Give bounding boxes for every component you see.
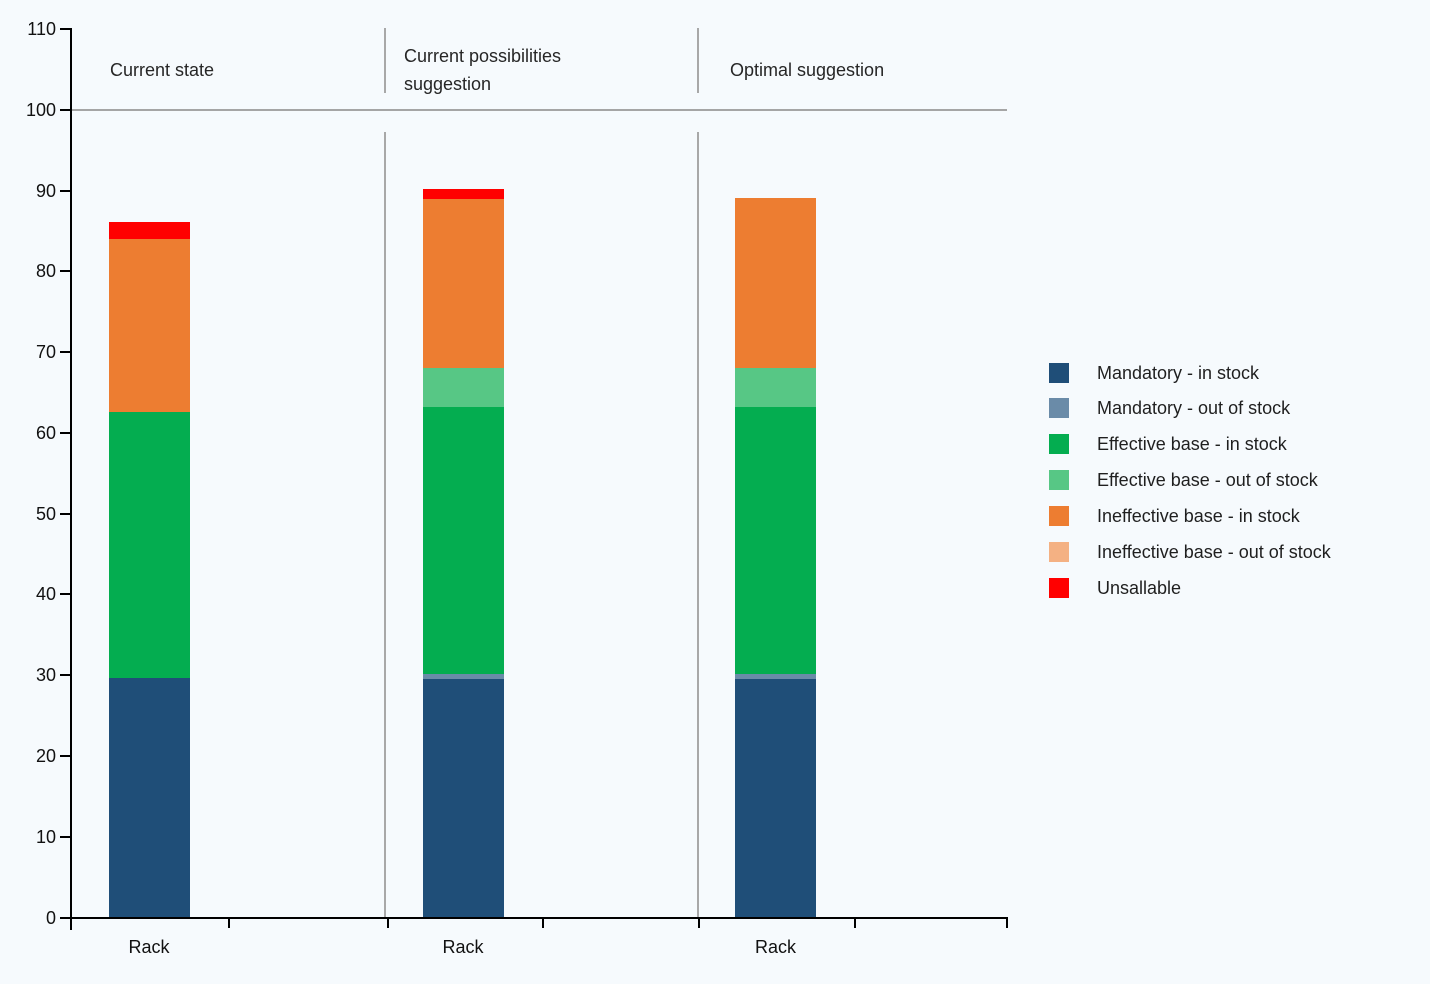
y-axis-tick	[60, 270, 70, 273]
bar-segment	[735, 679, 816, 918]
legend-label: Mandatory - out of stock	[1097, 398, 1291, 419]
legend-swatch	[1049, 470, 1069, 491]
bar-segment	[422, 679, 504, 918]
y-axis-tick-label: 40	[35, 584, 56, 605]
y-axis-tick	[60, 916, 70, 919]
y-axis-tick	[60, 351, 70, 354]
y-axis-tick-label: 100	[25, 99, 56, 120]
x-axis-tick	[387, 918, 389, 928]
x-axis-tick	[854, 918, 856, 928]
panel-divider	[383, 131, 386, 917]
panel-divider	[697, 28, 699, 93]
y-axis-tick	[60, 593, 70, 596]
legend-label: Ineffective base - in stock	[1097, 506, 1300, 527]
panel-title: Current possibilities suggestion	[404, 46, 562, 94]
y-axis-tick-label: 70	[35, 342, 56, 363]
reference-line-100	[69, 108, 1007, 111]
plot-area: 0 10 20 30 40 50 60 70 80 90 100 110 Current state Cu…	[25, 19, 1008, 957]
y-axis-tick-label: 60	[35, 422, 56, 443]
bar-segment	[422, 188, 504, 199]
x-axis-tick	[228, 918, 230, 928]
y-axis-tick	[60, 28, 70, 30]
bar-segment	[735, 407, 816, 675]
legend-label: Effective base - out of stock	[1097, 470, 1318, 491]
bar-segment	[735, 674, 816, 680]
legend-swatch	[1049, 362, 1069, 383]
legend-swatch	[1049, 506, 1069, 527]
bar-segment	[735, 368, 816, 407]
legend-swatch	[1049, 398, 1069, 419]
y-axis-tick-label: 90	[35, 180, 56, 201]
bar-segment	[422, 407, 504, 675]
x-category-label: Rack	[442, 937, 484, 957]
y-axis-tick	[60, 189, 70, 192]
y-axis-tick	[60, 512, 70, 515]
bar-segment	[422, 198, 504, 369]
bar-segment	[108, 678, 190, 918]
legend-label: Mandatory - in stock	[1097, 362, 1260, 383]
panel-divider	[383, 28, 386, 93]
y-axis-tick-label: 50	[35, 503, 56, 524]
y-axis-tick	[60, 674, 70, 677]
bar-segment	[735, 197, 816, 369]
legend-swatch	[1049, 434, 1069, 455]
legend-swatch	[1049, 542, 1069, 562]
y-axis-tick-label: 80	[35, 261, 56, 282]
bar-segment	[108, 239, 190, 412]
legend-label: Effective base - in stock	[1097, 434, 1287, 455]
legend: Mandatory - in stock Mandatory - out of s…	[1030, 350, 1430, 630]
panel-divider	[697, 131, 699, 917]
x-axis-tick	[542, 918, 544, 928]
panel-title: Optimal suggestion	[730, 60, 885, 80]
y-axis-tick	[60, 754, 70, 757]
y-axis-tick-label: 10	[35, 826, 56, 847]
bar-segment	[422, 674, 504, 680]
y-axis-tick-label: 30	[35, 665, 56, 686]
y-axis-tick-label: 110	[27, 19, 56, 39]
bar-segment	[108, 411, 190, 679]
legend-label: Unsallable	[1097, 577, 1182, 598]
y-axis-tick	[60, 108, 70, 111]
x-category-label: Rack	[128, 937, 170, 957]
y-axis-tick-label: 20	[35, 745, 56, 766]
panel-title: Current state	[110, 60, 215, 80]
y-axis-tick	[60, 835, 70, 838]
y-axis	[69, 28, 72, 930]
y-axis-tick	[60, 431, 70, 434]
legend-swatch	[1049, 577, 1069, 598]
bar-segment	[422, 368, 504, 407]
x-category-label: Rack	[754, 937, 796, 957]
x-axis-tick	[1006, 918, 1008, 928]
legend-label: Ineffective base - out of stock	[1097, 542, 1331, 562]
x-axis-tick	[698, 918, 700, 928]
x-axis	[69, 916, 1008, 919]
y-axis-tick-label: 0	[45, 907, 56, 928]
bar-segment	[108, 222, 190, 239]
